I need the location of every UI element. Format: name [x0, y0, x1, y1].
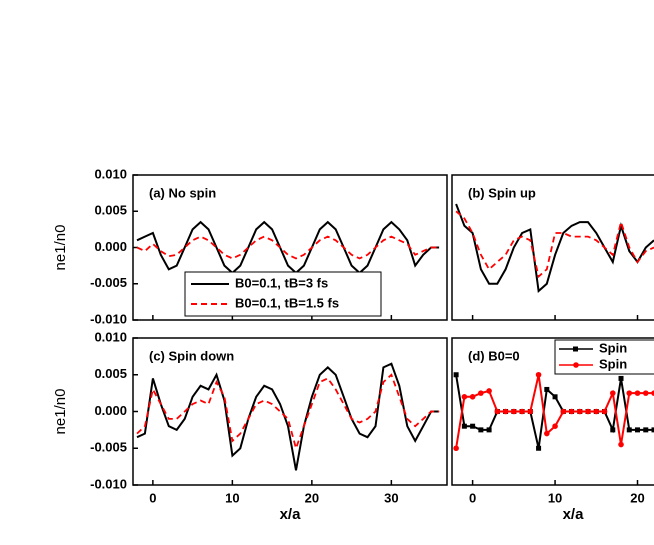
marker [470, 423, 476, 429]
series-line [136, 220, 440, 275]
y-axis-label: ne1/n0 [52, 225, 69, 271]
y-tick-label: 0.005 [94, 366, 127, 381]
marker [576, 408, 583, 415]
marker [634, 390, 641, 396]
marker [486, 427, 492, 433]
panel-title: (a) No spin [149, 185, 216, 200]
series-line [136, 362, 440, 471]
x-tick-label: 10 [225, 490, 239, 505]
marker [651, 427, 654, 433]
y-tick-label: -0.005 [90, 440, 127, 455]
marker [461, 423, 467, 429]
legend-label: B0=0.1, tB=3 fs [235, 275, 328, 290]
y-tick-label: 0.010 [94, 166, 127, 181]
legend-marker [573, 346, 578, 352]
y-tick-label: 0.000 [94, 403, 127, 418]
marker [519, 408, 525, 415]
marker [527, 408, 534, 415]
marker [535, 371, 542, 378]
legend-label: Spin [599, 340, 627, 355]
marker [478, 390, 484, 396]
series-line [455, 203, 654, 293]
marker [469, 394, 476, 400]
series-line [455, 210, 654, 279]
x-tick-label: 0 [469, 490, 476, 505]
marker [635, 427, 641, 433]
y-tick-label: -0.010 [90, 476, 127, 491]
y-tick-label: -0.010 [90, 311, 127, 326]
marker [626, 427, 632, 433]
x-tick-label: 20 [630, 490, 644, 505]
marker [461, 394, 468, 400]
marker [544, 430, 550, 437]
y-tick-label: 0.010 [94, 329, 127, 344]
x-axis-label: x/a [280, 506, 302, 523]
marker [609, 390, 616, 396]
marker [494, 408, 501, 415]
legend-box [184, 271, 382, 317]
marker [601, 408, 608, 415]
y-axis-label: ne1/n0 [52, 389, 69, 435]
panel-title: (b) Spin up [468, 185, 536, 200]
marker [593, 408, 600, 415]
marker [560, 408, 567, 415]
legend-box [554, 339, 654, 375]
marker [478, 427, 484, 433]
legend-label: B0=0.1, tB=1.5 fs [235, 295, 339, 310]
marker [552, 394, 558, 400]
series-line [455, 374, 654, 449]
marker [453, 445, 459, 452]
plot-frame [451, 337, 654, 486]
marker [642, 390, 649, 396]
marker [486, 388, 492, 394]
marker [536, 445, 542, 451]
marker [651, 390, 654, 396]
marker [618, 375, 624, 381]
x-tick-label: 30 [384, 490, 398, 505]
series-line [136, 373, 440, 452]
series-line [455, 374, 654, 449]
x-tick-label: 0 [149, 490, 156, 505]
marker [544, 386, 550, 392]
marker [626, 390, 633, 396]
legend-label: Spin [599, 356, 627, 371]
marker [552, 423, 558, 430]
y-tick-label: 0.005 [94, 203, 127, 218]
panel-title: (d) B0=0 [468, 348, 520, 363]
plot-frame [451, 174, 654, 321]
marker [618, 441, 624, 448]
marker [502, 408, 509, 415]
x-tick-label: 10 [548, 490, 562, 505]
legend-marker [573, 362, 579, 368]
marker [585, 408, 591, 415]
marker [453, 372, 459, 378]
x-tick-label: 20 [305, 490, 319, 505]
marker [568, 408, 575, 415]
panel-title: (c) Spin down [149, 348, 234, 363]
y-tick-label: 0.000 [94, 239, 127, 254]
marker [511, 408, 517, 415]
marker [610, 427, 616, 433]
y-tick-label: -0.005 [90, 275, 127, 290]
series-line [136, 235, 440, 260]
x-axis-label: x/a [563, 506, 585, 523]
marker [643, 427, 649, 433]
